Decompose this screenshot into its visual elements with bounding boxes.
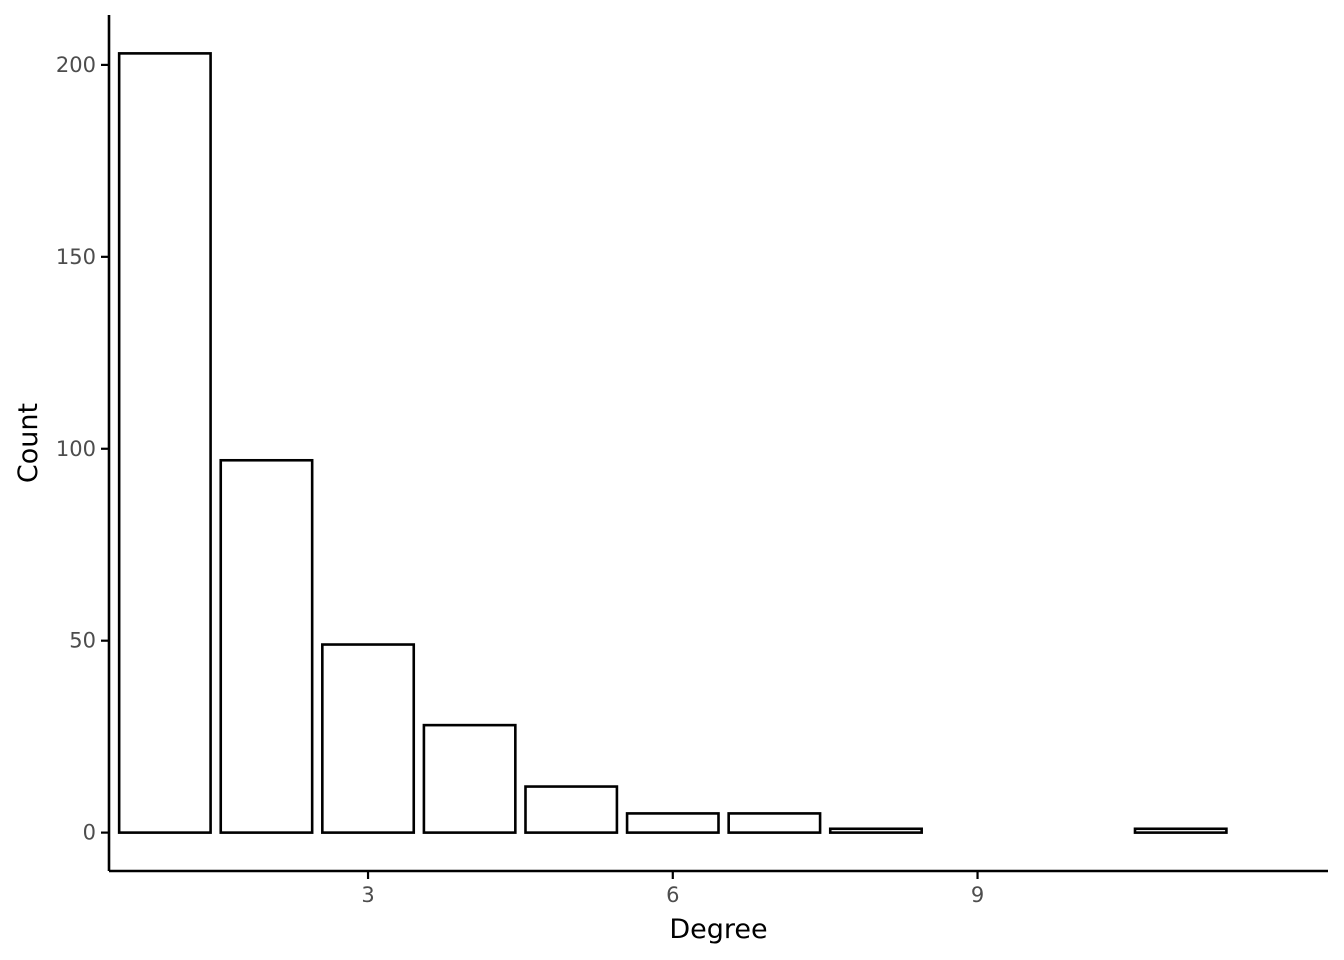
bar-degree-7	[727, 812, 822, 834]
x-axis-title: Degree	[669, 914, 767, 945]
y-tick-label-50: 50	[69, 629, 96, 653]
bar-degree-6	[625, 812, 720, 834]
x-tick-label-9: 9	[971, 883, 984, 907]
x-tick-label-3: 3	[361, 883, 374, 907]
bar-degree-8	[828, 827, 923, 834]
x-ticks-group: 3 6 9	[361, 871, 984, 907]
bar-degree-4	[422, 723, 517, 834]
y-ticks-group: 0 50 100 150 200	[56, 53, 109, 845]
bar-degree-1	[117, 52, 212, 834]
y-tick-label-200: 200	[56, 53, 96, 77]
bar-degree-5	[524, 785, 619, 834]
y-tick-label-150: 150	[56, 245, 96, 269]
bar-degree-2	[219, 458, 314, 834]
bars-group	[117, 52, 1228, 834]
y-tick-label-100: 100	[56, 437, 96, 461]
bar-degree-3	[321, 643, 416, 834]
y-tick-label-0: 0	[83, 821, 96, 845]
bar-degree-11	[1133, 827, 1228, 834]
y-axis-title: Count	[13, 403, 44, 483]
x-tick-label-6: 6	[666, 883, 679, 907]
